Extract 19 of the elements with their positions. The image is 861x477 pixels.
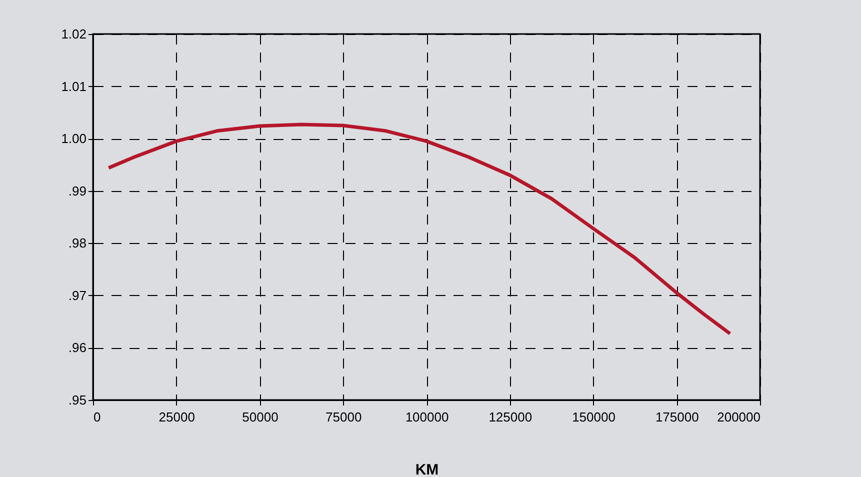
x-tick-label: 125000: [488, 410, 532, 424]
x-tick-label: 0: [94, 410, 101, 424]
x-tick-label: 150000: [572, 410, 616, 424]
y-tick-label: .99: [68, 183, 86, 198]
x-tick-label: 175000: [655, 410, 699, 424]
y-tick-label: .98: [68, 236, 86, 251]
y-tick-label: 1.01: [61, 78, 86, 94]
y-tick-label: 1.02: [61, 26, 86, 42]
x-tick-label: 25000: [158, 410, 195, 424]
x-axis-title: KM: [415, 462, 439, 477]
x-tick-label: 200000: [717, 410, 760, 424]
x-tick-label: 75000: [326, 410, 362, 424]
y-tick-label: .95: [68, 392, 86, 408]
x-tick-label: 100000: [405, 410, 449, 424]
y-tick-label: .96: [68, 340, 86, 356]
x-tick-label: 50000: [242, 410, 278, 424]
line-series: [106, 122, 732, 336]
y-tick-label: 1.00: [61, 131, 86, 146]
y-tick-label: .97: [68, 288, 86, 303]
